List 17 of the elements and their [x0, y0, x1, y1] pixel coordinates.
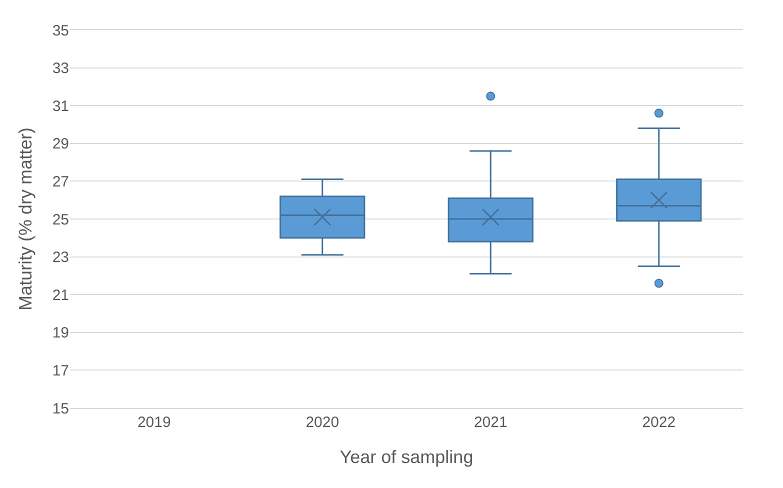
x-tick-label: 2022	[642, 414, 676, 431]
y-tick-label: 23	[52, 249, 69, 266]
x-axis-title: Year of sampling	[340, 447, 474, 468]
y-tick-label: 17	[52, 362, 69, 380]
x-tick-label: 2019	[137, 414, 171, 431]
x-tick-label: 2021	[474, 414, 508, 431]
x-tick-label: 2020	[306, 414, 340, 431]
y-tick-label: 25	[52, 211, 69, 228]
y-axis-title: Maturity (% dry matter)	[16, 127, 36, 311]
y-tick-label: 21	[52, 286, 69, 304]
y-tick-label: 15	[52, 400, 69, 418]
y-tick-label: 31	[52, 98, 69, 115]
y-tick-label: 29	[52, 136, 69, 153]
y-tick-label: 19	[52, 324, 69, 342]
y-tick-label: 27	[52, 173, 69, 190]
y-tick-label: 35	[52, 22, 69, 40]
y-tick-label: 33	[52, 60, 69, 78]
